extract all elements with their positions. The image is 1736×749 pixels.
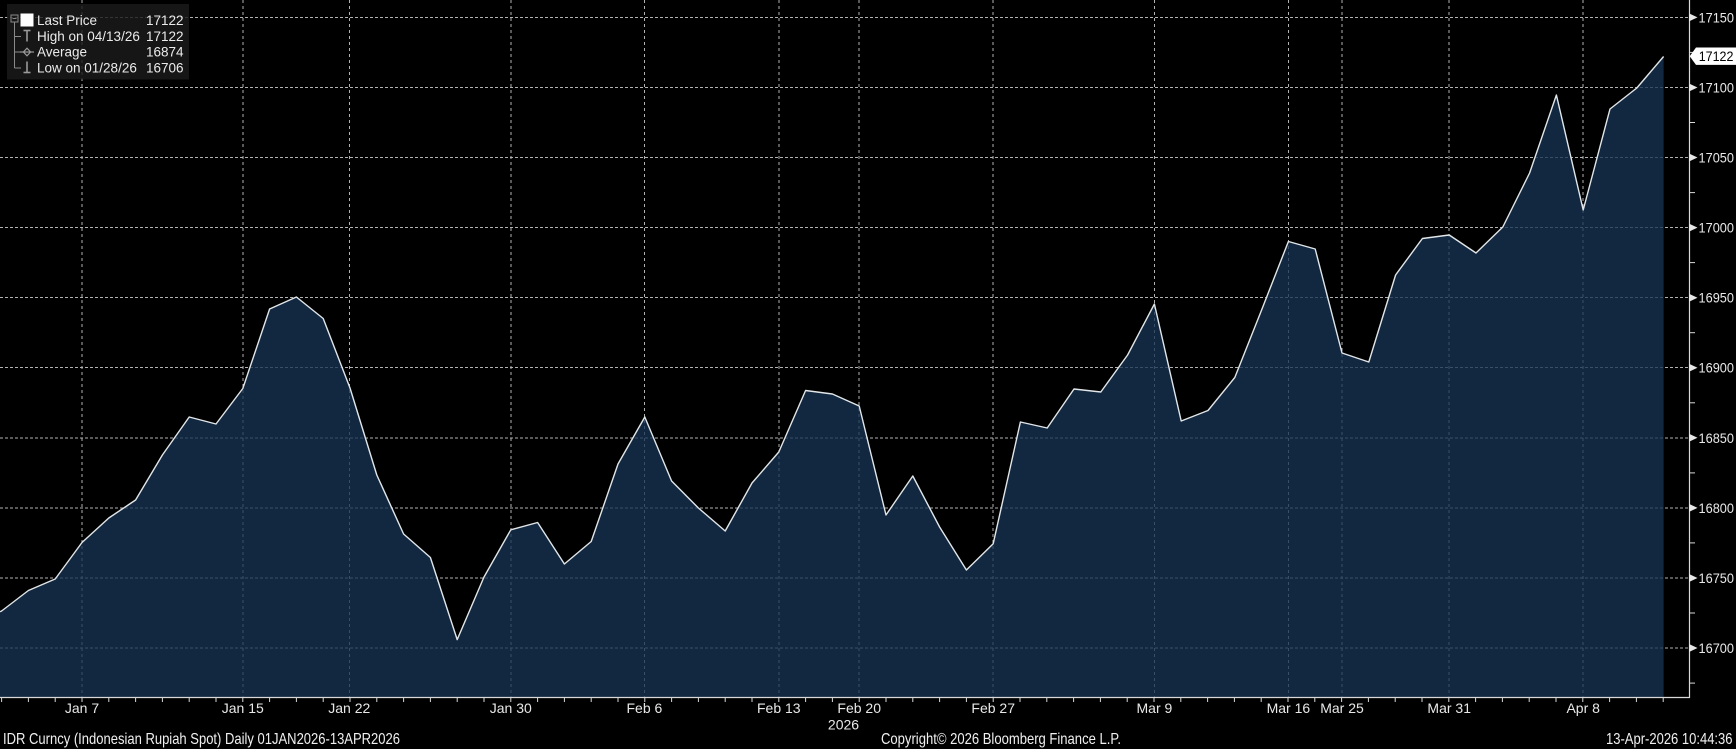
svg-text:Jan 22: Jan 22 xyxy=(328,700,370,716)
svg-text:17100: 17100 xyxy=(1699,80,1735,96)
svg-text:16706: 16706 xyxy=(146,61,184,76)
svg-text:Jan 30: Jan 30 xyxy=(490,700,532,716)
svg-text:16874: 16874 xyxy=(146,45,184,60)
svg-text:Mar 25: Mar 25 xyxy=(1320,700,1364,716)
svg-text:17050: 17050 xyxy=(1699,150,1735,166)
svg-text:Last Price: Last Price xyxy=(37,13,97,28)
svg-text:17150: 17150 xyxy=(1699,9,1735,25)
svg-text:16800: 16800 xyxy=(1699,500,1735,516)
svg-text:2026: 2026 xyxy=(828,717,859,733)
svg-text:16700: 16700 xyxy=(1699,640,1735,656)
svg-text:Mar 9: Mar 9 xyxy=(1137,700,1173,716)
svg-text:Copyright© 2026 Bloomberg Fina: Copyright© 2026 Bloomberg Finance L.P. xyxy=(881,731,1121,748)
svg-text:13-Apr-2026 10:44:36: 13-Apr-2026 10:44:36 xyxy=(1606,731,1733,748)
svg-text:17122: 17122 xyxy=(146,13,184,28)
svg-text:17000: 17000 xyxy=(1699,220,1735,236)
svg-text:16750: 16750 xyxy=(1699,570,1735,586)
svg-text:Feb 20: Feb 20 xyxy=(837,700,881,716)
svg-text:Feb 13: Feb 13 xyxy=(757,700,801,716)
svg-text:Low on 01/28/26: Low on 01/28/26 xyxy=(37,61,137,76)
svg-text:IDR Curncy (Indonesian Rupiah: IDR Curncy (Indonesian Rupiah Spot) Dail… xyxy=(3,731,400,748)
svg-text:16950: 16950 xyxy=(1699,290,1735,306)
svg-text:16900: 16900 xyxy=(1699,360,1735,376)
svg-text:Jan 7: Jan 7 xyxy=(65,700,99,716)
svg-text:Jan 15: Jan 15 xyxy=(222,700,264,716)
svg-text:17122: 17122 xyxy=(146,29,184,44)
svg-text:Mar 31: Mar 31 xyxy=(1427,700,1471,716)
svg-text:Apr 8: Apr 8 xyxy=(1566,700,1600,716)
svg-text:Feb 6: Feb 6 xyxy=(626,700,662,716)
svg-text:High on 04/13/26: High on 04/13/26 xyxy=(37,29,140,44)
svg-text:16850: 16850 xyxy=(1699,430,1735,446)
svg-text:17122: 17122 xyxy=(1699,48,1734,64)
svg-text:Mar 16: Mar 16 xyxy=(1267,700,1311,716)
svg-text:Average: Average xyxy=(37,45,87,60)
svg-text:Feb 27: Feb 27 xyxy=(971,700,1015,716)
